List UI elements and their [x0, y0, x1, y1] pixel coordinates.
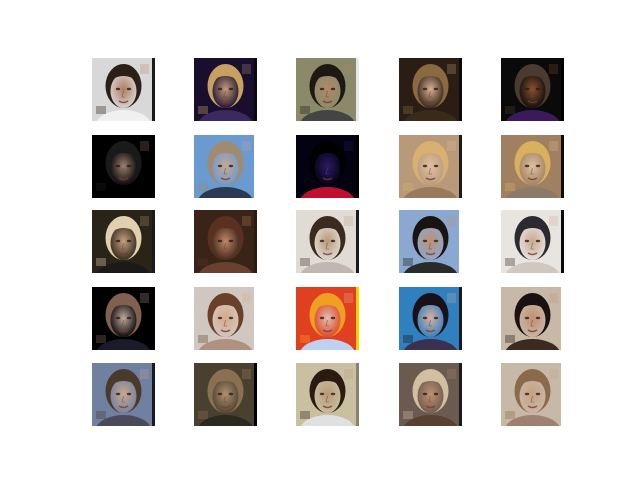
face-sample-image — [92, 210, 155, 273]
face-sample-image — [296, 363, 359, 426]
face-sample-image — [399, 287, 462, 350]
face-sample-image — [399, 363, 462, 426]
face-sample-image — [296, 210, 359, 273]
face-sample-image — [296, 135, 359, 198]
face-sample-image — [501, 58, 564, 121]
face-sample-image — [399, 210, 462, 273]
face-sample-image — [501, 135, 564, 198]
face-sample-image — [194, 210, 257, 273]
face-sample-image — [194, 58, 257, 121]
face-sample-image — [194, 287, 257, 350]
face-sample-image — [194, 363, 257, 426]
face-sample-image — [399, 135, 462, 198]
face-sample-image — [399, 58, 462, 121]
face-sample-image — [92, 363, 155, 426]
face-sample-image — [92, 287, 155, 350]
face-sample-image — [501, 210, 564, 273]
face-sample-image — [501, 363, 564, 426]
face-sample-image — [194, 135, 257, 198]
face-sample-image — [296, 58, 359, 121]
face-sample-image — [92, 58, 155, 121]
face-sample-image — [296, 287, 359, 350]
face-sample-image — [501, 287, 564, 350]
face-sample-image — [92, 135, 155, 198]
